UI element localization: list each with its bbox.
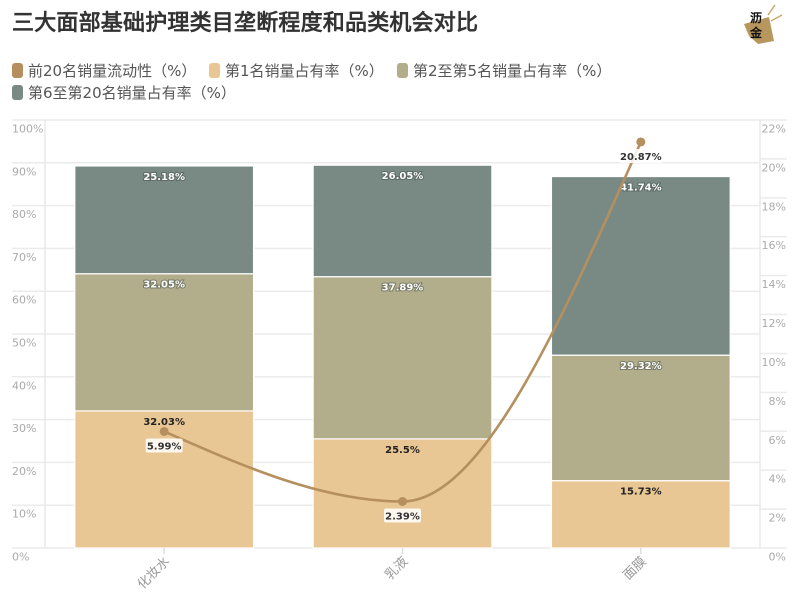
- line-label-background: [145, 438, 183, 453]
- legend-label: 前20名销量流动性（%）: [28, 61, 197, 80]
- legend-label: 第2至第5名销量占有率（%）: [413, 61, 612, 80]
- legend-swatch-icon: [397, 62, 408, 78]
- line-point[interactable]: [159, 426, 169, 436]
- y-left-tick-label: 40%: [12, 379, 36, 392]
- bar-value-label: 32.03%: [143, 417, 185, 428]
- y-right-tick-label: 8%: [769, 395, 786, 408]
- line-label-background: [384, 508, 421, 523]
- bar-value-label: 25.18%: [143, 172, 185, 183]
- y-left-tick-label: 100%: [12, 123, 43, 136]
- legend-item-top20-liquidity[interactable]: 前20名销量流动性（%）: [12, 61, 197, 80]
- legend-item-rank6-20-share[interactable]: 第6至第20名销量占有率（%）: [12, 83, 236, 102]
- bar-value-label: 25.5%: [385, 445, 420, 456]
- bar-segment[interactable]: [550, 480, 731, 549]
- bar-value-label: 15.73%: [620, 487, 662, 498]
- liquidity-line[interactable]: [162, 140, 643, 503]
- y-left-tick-label: 30%: [12, 422, 36, 435]
- y-left-tick-label: 80%: [12, 208, 36, 221]
- logo-icon: 沥 金: [744, 4, 783, 44]
- y-right-tick-label: 6%: [769, 434, 786, 447]
- bar-segment[interactable]: [312, 164, 493, 278]
- y-right-tick-label: 22%: [762, 123, 786, 136]
- bar-segment[interactable]: [312, 438, 493, 549]
- y-left-tick-label: 50%: [12, 337, 36, 350]
- y-right-tick-label: 14%: [762, 278, 786, 291]
- y-right-tick-label: 18%: [762, 200, 786, 213]
- bar-segment[interactable]: [550, 175, 731, 356]
- y-right-tick-label: 16%: [762, 239, 786, 252]
- page-title: 三大面部基础护理类目垄断程度和品类机会对比: [12, 11, 479, 36]
- y-left-tick-label: 20%: [12, 465, 36, 478]
- x-category-label: 面膜: [621, 554, 650, 583]
- y-left-tick-label: 0%: [12, 551, 29, 564]
- bar-segment[interactable]: [74, 273, 255, 412]
- legend-item-rank1-share[interactable]: 第1名销量占有率（%）: [209, 61, 384, 80]
- line-label-background: [619, 148, 663, 163]
- axes-layer: 0% 10% 20% 30% 40% 50% 60% 70% 80% 90% 100% 0% 2% 4% 6…: [12, 120, 786, 564]
- line-point[interactable]: [636, 137, 646, 147]
- legend-label: 第1名销量占有率（%）: [225, 61, 384, 80]
- bar-segment[interactable]: [312, 276, 493, 440]
- bar-value-label: 37.89%: [382, 283, 424, 294]
- y-right-tick-label: 0%: [769, 551, 786, 564]
- y-right-tick-label: 2%: [769, 512, 786, 525]
- line-value-label: 20.87%: [620, 152, 662, 163]
- legend-item-rank2-5-share[interactable]: 第2至第5名销量占有率（%）: [397, 61, 612, 80]
- line-value-label: 2.39%: [385, 512, 420, 523]
- y-left-tick-label: 70%: [12, 251, 36, 264]
- logo-char-top: 沥: [750, 11, 762, 25]
- bar-segment[interactable]: [550, 354, 731, 482]
- y-left-tick-label: 90%: [12, 165, 36, 178]
- y-right-tick-label: 20%: [762, 161, 786, 174]
- legend-swatch-icon: [12, 84, 23, 100]
- legend-swatch-icon: [12, 62, 23, 78]
- y-right-tick-label: 10%: [762, 356, 786, 369]
- y-right-tick-label: 4%: [769, 473, 786, 486]
- bar-value-label: 29.32%: [620, 361, 662, 372]
- logo-char-bottom: 金: [749, 25, 763, 40]
- line-value-label: 5.99%: [147, 441, 182, 452]
- bar-labels-layer: 32.03% 32.05% 25.18% 25.5% 37.89% 26.05% 15.73…: [142, 170, 662, 498]
- y-left-tick-label: 60%: [12, 294, 36, 307]
- bar-segment[interactable]: [74, 165, 255, 275]
- legend-label: 第6至第20名销量占有率（%）: [28, 83, 236, 102]
- legend-swatch-icon: [209, 62, 220, 78]
- y-left-tick-label: 10%: [12, 508, 36, 521]
- bar-value-label: 26.05%: [382, 171, 424, 182]
- line-layer: [159, 137, 646, 507]
- bar-value-label: 32.05%: [143, 280, 185, 291]
- line-point[interactable]: [398, 497, 407, 507]
- x-axis: 化妆水 乳液 面膜: [135, 548, 650, 592]
- brand-logo: 沥 金: [738, 2, 788, 48]
- x-category-label: 化妆水: [135, 554, 173, 592]
- bar-value-label: 41.74%: [620, 183, 662, 194]
- bars-layer: [74, 164, 731, 549]
- line-labels-layer: 5.99% 2.39% 20.87%: [145, 148, 663, 523]
- x-category-label: 乳液: [382, 554, 411, 583]
- y-right-tick-label: 12%: [762, 317, 786, 330]
